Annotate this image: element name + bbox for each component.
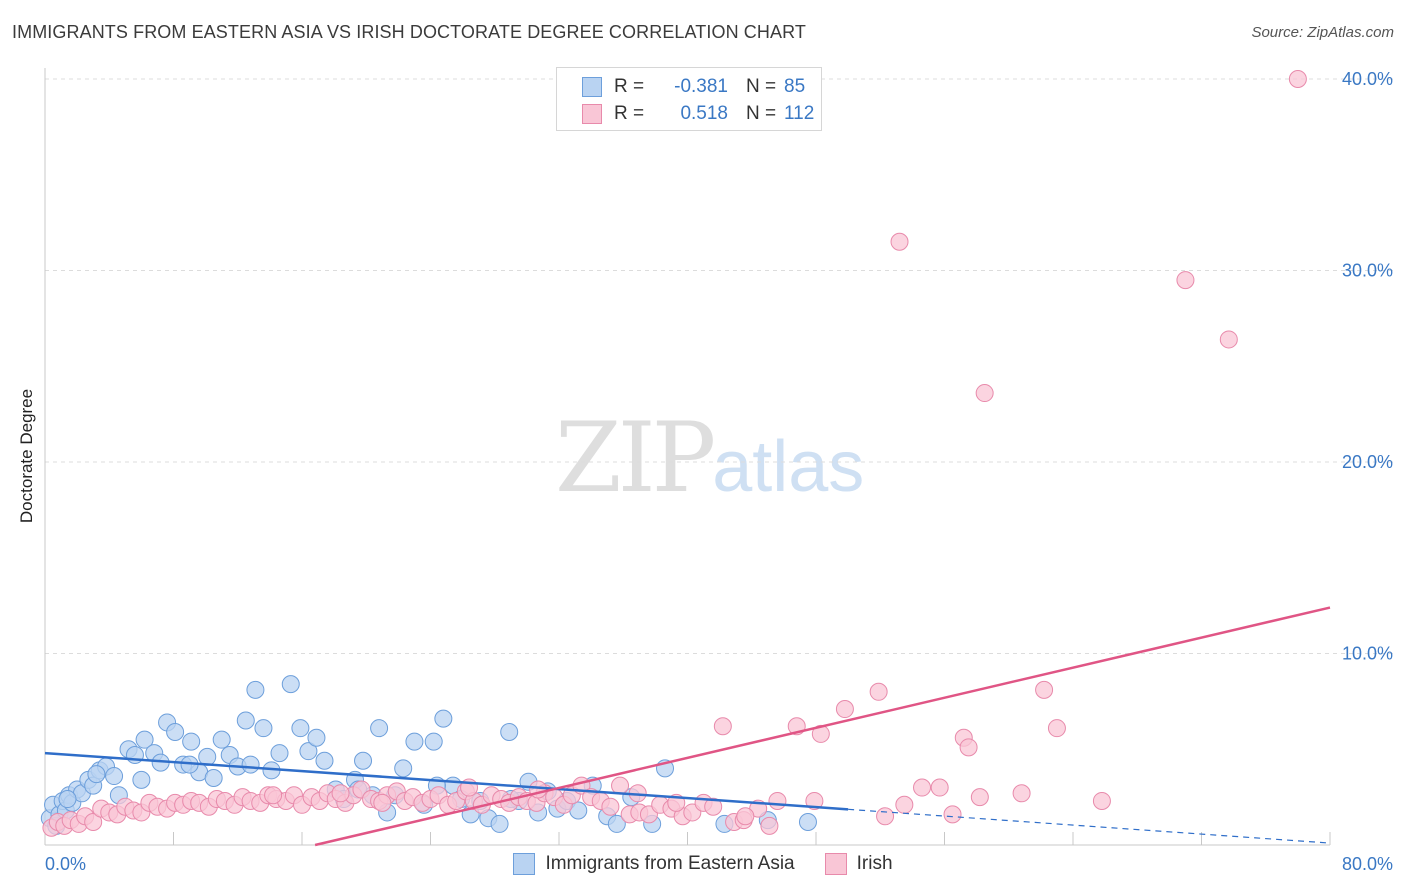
eastern-asia-point bbox=[236, 711, 255, 730]
irish-point bbox=[959, 738, 978, 757]
x-tick-label: 0.0% bbox=[45, 854, 86, 874]
eastern-asia-point bbox=[370, 719, 389, 738]
irish-point bbox=[890, 232, 909, 251]
irish-point bbox=[1092, 791, 1111, 810]
legend-n-value: 112 bbox=[784, 103, 815, 124]
y-tick-label: 30.0% bbox=[1342, 261, 1393, 281]
y-tick-label: 40.0% bbox=[1342, 69, 1393, 89]
legend-item-eastern-asia[interactable]: Immigrants from Eastern Asia bbox=[513, 853, 795, 875]
watermark-atlas: atlas bbox=[712, 427, 865, 507]
legend-n-label: N = bbox=[746, 76, 777, 97]
eastern-asia-point bbox=[405, 732, 424, 751]
eastern-asia-point bbox=[212, 730, 231, 749]
eastern-asia-point bbox=[166, 723, 185, 742]
irish-point bbox=[1035, 680, 1054, 699]
irish-point bbox=[601, 797, 620, 816]
legend-r-label: R = bbox=[614, 103, 645, 124]
eastern-asia-point bbox=[281, 675, 300, 694]
eastern-asia-point bbox=[246, 680, 265, 699]
irish-point bbox=[869, 682, 888, 701]
x-tick-label: 80.0% bbox=[1342, 854, 1393, 874]
chart-title: IMMIGRANTS FROM EASTERN ASIA VS IRISH DO… bbox=[12, 22, 806, 42]
eastern-asia-point bbox=[241, 755, 260, 774]
eastern-asia-point bbox=[424, 732, 443, 751]
irish-point bbox=[1219, 330, 1238, 349]
legend-swatch-eastern-asia bbox=[582, 77, 602, 97]
irish-point bbox=[913, 778, 932, 797]
irish-point bbox=[264, 786, 283, 805]
irish-point bbox=[943, 805, 962, 824]
eastern-asia-point bbox=[354, 751, 373, 770]
legend-r-value: 0.518 bbox=[680, 103, 728, 124]
stats-legend: R = -0.381 N = 85 R = 0.518 N = 112 bbox=[556, 67, 822, 131]
watermark-zip: ZIP bbox=[555, 402, 716, 514]
legend-n-label: N = bbox=[746, 103, 777, 124]
eastern-asia-point bbox=[204, 768, 223, 787]
irish-point bbox=[1047, 719, 1066, 738]
eastern-asia-point bbox=[299, 742, 318, 761]
irish-point bbox=[805, 791, 824, 810]
source-label: Source: ZipAtlas.com bbox=[1251, 24, 1394, 41]
series-legend: Immigrants from Eastern Asia Irish bbox=[0, 853, 1406, 875]
legend-r-value: -0.381 bbox=[674, 76, 728, 97]
legend-label-eastern-asia: Immigrants from Eastern Asia bbox=[545, 853, 795, 874]
irish-point bbox=[835, 700, 854, 719]
legend-swatch-irish bbox=[582, 104, 602, 124]
legend-r-label: R = bbox=[614, 76, 645, 97]
y-tick-label: 10.0% bbox=[1342, 644, 1393, 664]
irish-point bbox=[768, 791, 787, 810]
irish-point bbox=[331, 784, 350, 803]
eastern-asia-point bbox=[798, 813, 817, 832]
legend-swatch-eastern-asia bbox=[513, 853, 536, 875]
irish-point bbox=[1012, 784, 1031, 803]
legend-n-value: 85 bbox=[784, 76, 806, 97]
eastern-asia-point bbox=[254, 719, 273, 738]
eastern-asia-trend-line bbox=[44, 751, 849, 811]
irish-point bbox=[713, 717, 732, 736]
eastern-asia-point bbox=[58, 790, 77, 809]
irish-point bbox=[736, 807, 755, 826]
irish-point bbox=[975, 384, 994, 403]
eastern-asia-point bbox=[315, 751, 334, 770]
eastern-asia-point bbox=[135, 730, 154, 749]
eastern-asia-point bbox=[434, 709, 453, 728]
eastern-asia-point bbox=[132, 770, 151, 789]
irish-point bbox=[895, 795, 914, 814]
irish-trend-line bbox=[314, 606, 1331, 847]
legend-item-irish[interactable]: Irish bbox=[824, 853, 893, 875]
legend-swatch-irish bbox=[824, 853, 847, 875]
irish-point bbox=[373, 793, 392, 812]
eastern-asia-point bbox=[307, 728, 326, 747]
y-tick-label: 20.0% bbox=[1342, 452, 1393, 472]
irish-point bbox=[930, 778, 949, 797]
eastern-asia-point bbox=[105, 767, 124, 786]
irish-point bbox=[84, 813, 103, 832]
legend-label-irish: Irish bbox=[856, 853, 893, 874]
legend-row-irish: R = 0.518 N = 112 bbox=[557, 100, 814, 128]
eastern-asia-trend-extension bbox=[848, 808, 1331, 844]
eastern-asia-point bbox=[270, 744, 289, 763]
irish-point bbox=[611, 776, 630, 795]
irish-point bbox=[704, 797, 723, 816]
eastern-asia-point bbox=[394, 759, 413, 778]
irish-point bbox=[760, 816, 779, 835]
eastern-asia-point bbox=[291, 719, 310, 738]
irish-point bbox=[1176, 271, 1195, 290]
eastern-asia-point bbox=[490, 814, 509, 833]
irish-point bbox=[876, 807, 895, 826]
eastern-asia-point bbox=[182, 732, 201, 751]
eastern-asia-point bbox=[607, 814, 626, 833]
irish-point bbox=[1288, 70, 1307, 88]
watermark: ZIPatlas bbox=[555, 402, 864, 514]
irish-point bbox=[970, 788, 989, 807]
eastern-asia-point bbox=[500, 723, 519, 742]
legend-row-eastern-asia: R = -0.381 N = 85 bbox=[557, 73, 805, 101]
eastern-asia-point bbox=[87, 765, 106, 784]
